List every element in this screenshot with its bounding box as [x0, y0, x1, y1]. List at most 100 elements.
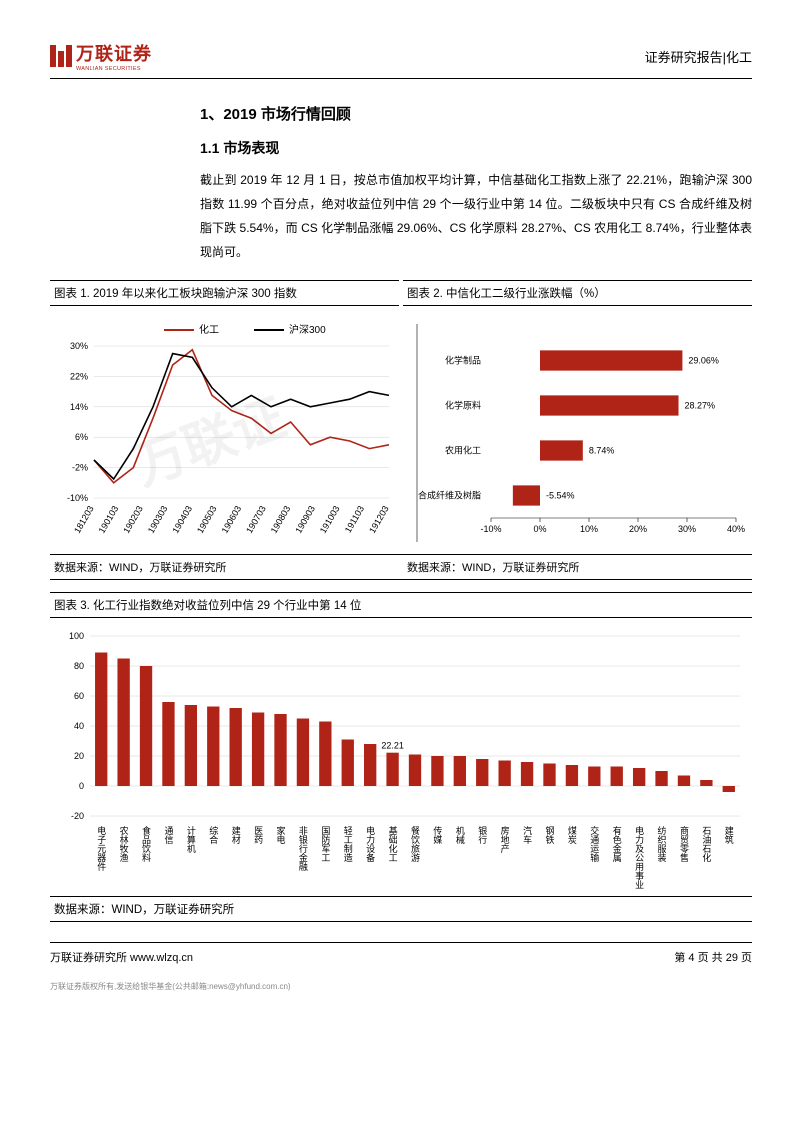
svg-text:14%: 14% [70, 402, 88, 412]
svg-text:化工: 化工 [199, 323, 219, 336]
svg-text:通信: 通信 [163, 826, 173, 845]
chart2-body: 化学制品 29.06% 化学原料 28.27% 农用化工 8.74% 合成纤维及树脂 -5.5… [407, 310, 760, 550]
chart3-source: 数据来源：WIND，万联证券研究所 [50, 896, 752, 922]
svg-text:建材: 建材 [231, 825, 241, 844]
footer-left: 万联证券研究所 www.wlzq.cn [50, 949, 193, 965]
svg-text:100: 100 [69, 631, 84, 641]
svg-text:22.21: 22.21 [381, 741, 404, 751]
svg-text:28.27%: 28.27% [685, 401, 716, 411]
svg-text:电力设备: 电力设备 [365, 825, 375, 862]
svg-text:商贸零售: 商贸零售 [679, 825, 689, 863]
page-footer: 万联证券研究所 www.wlzq.cn 第 4 页 共 29 页 [50, 942, 752, 965]
svg-text:交通运输: 交通运输 [589, 825, 599, 863]
svg-text:-2%: -2% [72, 463, 88, 473]
chart3-title: 图表 3. 化工行业指数绝对收益位列中信 29 个行业中第 14 位 [50, 592, 752, 618]
disclaimer: 万联证券版权所有,发送给银华基金(公共邮箱:news@yhfund.com.cn… [50, 981, 752, 992]
footer-right: 第 4 页 共 29 页 [674, 949, 752, 965]
svg-text:80: 80 [74, 661, 84, 671]
svg-text:10%: 10% [580, 524, 598, 534]
svg-text:有色金属: 有色金属 [612, 825, 622, 863]
svg-text:汽车: 汽车 [522, 825, 532, 845]
svg-text:40%: 40% [727, 524, 745, 534]
svg-text:29.06%: 29.06% [688, 356, 719, 366]
svg-text:-10%: -10% [67, 493, 88, 503]
svg-text:0: 0 [79, 781, 84, 791]
svg-text:190603: 190603 [220, 504, 244, 535]
svg-text:190503: 190503 [195, 504, 219, 535]
svg-text:国防军工: 国防军工 [320, 826, 330, 862]
svg-text:农用化工: 农用化工 [445, 445, 481, 456]
svg-text:0%: 0% [533, 524, 546, 534]
svg-text:191003: 191003 [318, 504, 342, 535]
svg-text:家电: 家电 [276, 825, 286, 844]
svg-text:30%: 30% [70, 341, 88, 351]
section-body: 1、2019 市场行情回顾 1.1 市场表现 截止到 2019 年 12 月 1… [50, 103, 752, 264]
svg-text:8.74%: 8.74% [589, 446, 615, 456]
svg-text:传媒: 传媒 [432, 825, 442, 845]
charts-source-row: 数据来源：WIND，万联证券研究所 数据来源：WIND，万联证券研究所 [50, 554, 752, 580]
svg-text:纺织服装: 纺织服装 [657, 825, 667, 863]
svg-text:沪深300: 沪深300 [289, 323, 326, 336]
svg-text:综合: 综合 [208, 825, 218, 845]
svg-text:-10%: -10% [480, 524, 501, 534]
header-right: 证券研究报告|化工 [645, 47, 752, 66]
chart1-body: 万联证 化工沪深300-10%-2%6%14%22%30%18120319010… [50, 310, 403, 550]
svg-text:电子元器件: 电子元器件 [96, 825, 106, 872]
svg-text:食品饮料: 食品饮料 [141, 825, 151, 863]
svg-text:20: 20 [74, 751, 84, 761]
body-text: 截止到 2019 年 12 月 1 日，按总市值加权平均计算，中信基础化工指数上… [200, 168, 752, 264]
svg-text:房地产: 房地产 [500, 825, 510, 854]
svg-text:190903: 190903 [293, 504, 317, 535]
chart3-body: -20 0 20 40 60 80 100 电子元器件 农林牧渔 食品饮料 通信 计算机 综合建材医药家… [50, 618, 752, 896]
svg-text:钢铁: 钢铁 [544, 825, 554, 845]
logo: 万联证券 WANLIAN SECURITIES [50, 40, 152, 72]
svg-text:农林牧渔: 农林牧渔 [119, 825, 129, 862]
svg-text:181203: 181203 [72, 504, 96, 535]
svg-text:-5.54%: -5.54% [546, 491, 575, 501]
svg-text:银行: 银行 [477, 825, 487, 845]
svg-text:191103: 191103 [343, 504, 366, 534]
svg-text:190103: 190103 [97, 504, 121, 535]
svg-text:煤炭: 煤炭 [567, 825, 577, 845]
svg-text:190803: 190803 [269, 504, 293, 535]
charts-title-row: 图表 1. 2019 年以来化工板块跑输沪深 300 指数 图表 2. 中信化工… [50, 280, 752, 306]
svg-text:基础化工: 基础化工 [388, 825, 398, 862]
svg-text:医药: 医药 [253, 826, 263, 845]
svg-text:非银行金融: 非银行金融 [298, 825, 308, 872]
svg-text:建筑: 建筑 [724, 825, 734, 845]
chart1-title: 图表 1. 2019 年以来化工板块跑输沪深 300 指数 [50, 280, 399, 306]
logo-text-en: WANLIAN SECURITIES [76, 66, 152, 72]
svg-text:40: 40 [74, 721, 84, 731]
chart1-source: 数据来源：WIND，万联证券研究所 [50, 555, 399, 579]
logo-icon [50, 45, 72, 67]
svg-text:石油石化: 石油石化 [701, 826, 711, 863]
chart2-svg: 化学制品 29.06% 化学原料 28.27% 农用化工 8.74% 合成纤维及树脂 -5.5… [411, 318, 756, 548]
svg-text:6%: 6% [75, 432, 88, 442]
logo-text-cn: 万联证券 [76, 40, 152, 66]
svg-text:190303: 190303 [146, 504, 170, 535]
svg-text:餐饮旅游: 餐饮旅游 [410, 825, 420, 863]
svg-text:化学制品: 化学制品 [445, 355, 481, 366]
heading-2: 1.1 市场表现 [200, 138, 752, 158]
chart2-source: 数据来源：WIND，万联证券研究所 [403, 555, 752, 579]
svg-text:合成纤维及树脂: 合成纤维及树脂 [418, 490, 481, 501]
page-header: 万联证券 WANLIAN SECURITIES 证券研究报告|化工 [50, 40, 752, 79]
svg-text:机械: 机械 [455, 825, 465, 845]
svg-text:190403: 190403 [170, 504, 194, 535]
svg-text:30%: 30% [678, 524, 696, 534]
svg-text:计算机: 计算机 [186, 825, 196, 854]
svg-text:电力及公用事业: 电力及公用事业 [634, 825, 644, 889]
svg-text:22%: 22% [70, 371, 88, 381]
chart3-svg: -20 0 20 40 60 80 100 电子元器件 农林牧渔 食品饮料 通信 计算机 综合建材医药家… [50, 626, 750, 896]
svg-text:191203: 191203 [367, 504, 391, 535]
svg-text:190203: 190203 [121, 504, 145, 535]
chart1-svg: 化工沪深300-10%-2%6%14%22%30%181203190103190… [54, 318, 399, 548]
svg-text:化学原料: 化学原料 [445, 400, 481, 411]
svg-text:190703: 190703 [244, 504, 268, 535]
chart2-title: 图表 2. 中信化工二级行业涨跌幅（%） [403, 280, 752, 306]
svg-text:20%: 20% [629, 524, 647, 534]
heading-1: 1、2019 市场行情回顾 [200, 103, 752, 124]
svg-text:60: 60 [74, 691, 84, 701]
svg-text:轻工制造: 轻工制造 [343, 825, 353, 863]
svg-text:-20: -20 [71, 811, 84, 821]
